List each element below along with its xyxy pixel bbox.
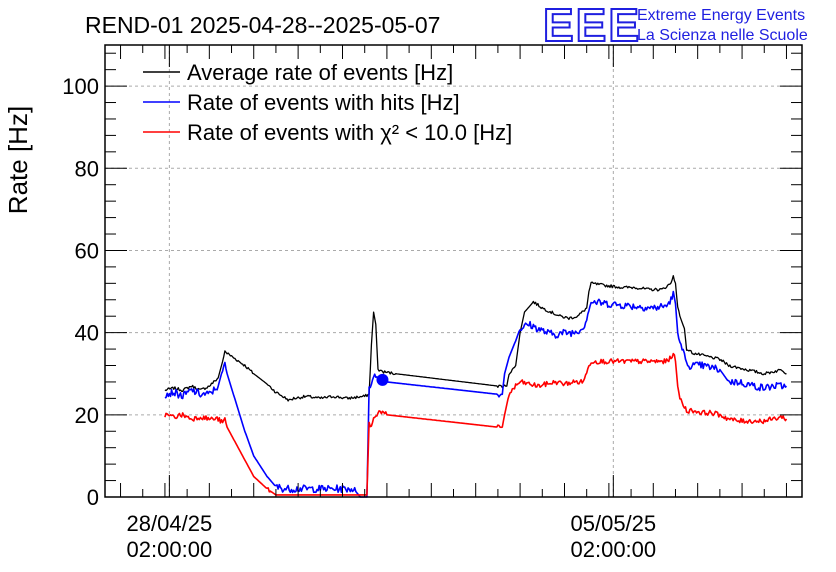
x-tick-label-date: 05/05/25 (571, 511, 657, 536)
y-tick-label: 60 (75, 238, 99, 263)
tick-labels: 02040608010028/04/2502:00:0005/05/2502:0… (62, 74, 656, 562)
eee-logo-line2: La Scienza nelle Scuole (637, 27, 808, 44)
legend-label-2: Rate of events with hits [Hz] (187, 90, 460, 115)
eee-logo-mark: EEE (543, 0, 641, 51)
legend-label-3: Rate of events with χ² < 10.0 [Hz] (187, 120, 512, 145)
y-tick-label: 0 (87, 485, 99, 510)
series-line-2 (164, 290, 788, 498)
x-tick-label-time: 02:00:00 (571, 537, 657, 562)
legend-label-1: Average rate of events [Hz] (187, 60, 453, 85)
series-lines (164, 275, 788, 498)
y-tick-label: 20 (75, 403, 99, 428)
series-marker (376, 373, 389, 386)
y-axis-label: Rate [Hz] (3, 106, 33, 214)
chart-title: REND-01 2025-04-28--2025-05-07 (85, 12, 440, 38)
legend: Average rate of events [Hz] Rate of event… (143, 60, 512, 145)
eee-logo: EEE Extreme Energy Events La Scienza nel… (542, 0, 808, 52)
x-tick-label-date: 28/04/25 (127, 511, 213, 536)
x-tick-label-time: 02:00:00 (127, 537, 213, 562)
eee-logo-line1: Extreme Energy Events (637, 7, 805, 24)
y-tick-label: 100 (62, 74, 99, 99)
series-line-3 (164, 352, 788, 496)
series-line-1 (164, 275, 787, 402)
y-tick-label: 40 (75, 321, 99, 346)
y-tick-label: 80 (75, 156, 99, 181)
axis-ticks (105, 45, 802, 498)
series-markers (376, 373, 389, 386)
grid (105, 45, 802, 497)
